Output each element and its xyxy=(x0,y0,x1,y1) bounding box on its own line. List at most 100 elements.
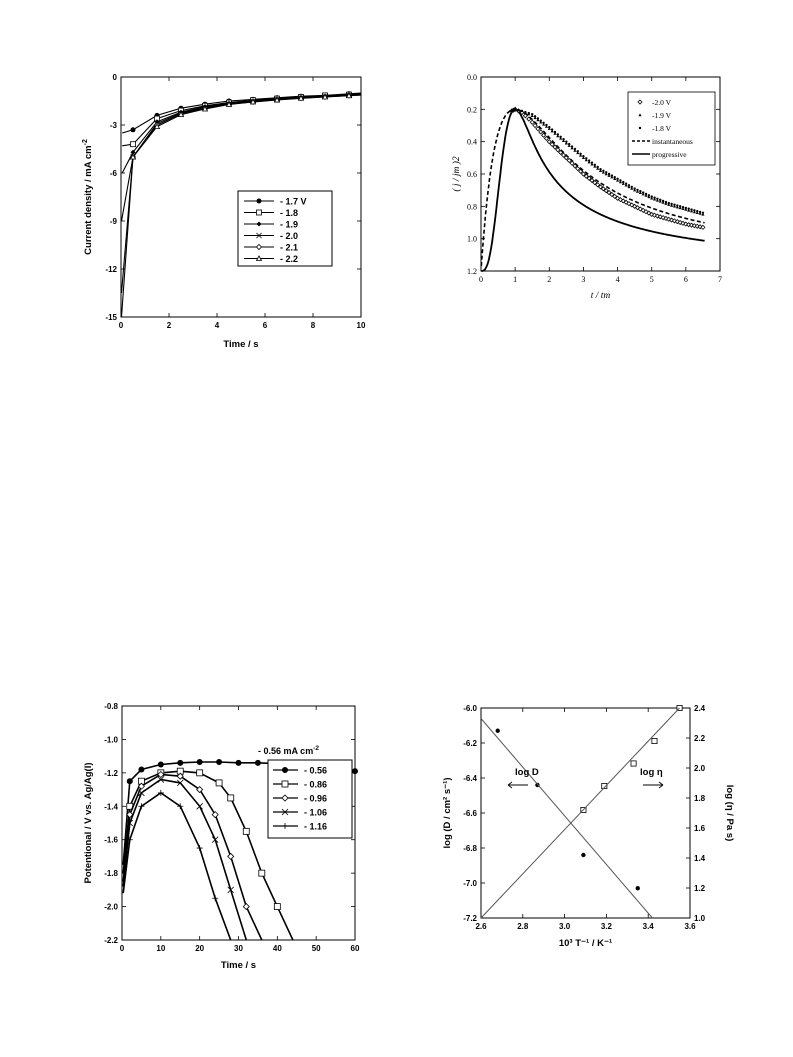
data-point xyxy=(615,178,620,182)
x-tick-label: 3.4 xyxy=(643,922,655,931)
data-point xyxy=(610,174,614,177)
x-tick-label: 4 xyxy=(215,321,220,330)
y-tick-label: 0.6 xyxy=(467,170,477,179)
y-tick-label: -1.8 xyxy=(104,869,118,878)
annotation-log-d: log D xyxy=(515,767,539,778)
data-point xyxy=(538,129,544,135)
data-point xyxy=(153,123,161,130)
y-tick-label: -1.0 xyxy=(104,735,118,744)
legend-marker xyxy=(638,113,642,117)
legend-marker xyxy=(256,221,262,227)
data-point xyxy=(675,205,679,209)
y-tick-label: 0.2 xyxy=(467,105,477,114)
data-point xyxy=(630,185,633,189)
data-point xyxy=(598,169,603,172)
series-line xyxy=(122,791,232,940)
data-point xyxy=(698,212,702,215)
data-point xyxy=(565,140,568,143)
data-point xyxy=(644,192,648,196)
fit-line xyxy=(480,707,680,919)
data-point xyxy=(211,811,219,819)
data-point xyxy=(553,130,557,134)
data-point xyxy=(177,803,184,810)
data-point xyxy=(576,151,580,155)
y-tick-label: -2.0 xyxy=(104,903,118,912)
legend-marker xyxy=(637,99,643,105)
data-point xyxy=(225,101,233,107)
data-point xyxy=(567,144,571,147)
data-point xyxy=(126,836,133,843)
x-tick-label: 2.6 xyxy=(475,922,487,931)
data-point xyxy=(690,208,693,211)
data-point xyxy=(532,122,538,129)
data-point xyxy=(196,786,204,794)
data-point xyxy=(638,191,642,195)
y2-tick-label: 1.8 xyxy=(694,794,706,803)
data-point xyxy=(678,205,682,208)
x-tick-label: 1 xyxy=(513,275,517,284)
y2-tick-label: 2.0 xyxy=(694,764,706,773)
data-point xyxy=(126,778,133,785)
data-point xyxy=(157,776,165,783)
data-point xyxy=(541,122,546,126)
data-point xyxy=(130,149,136,155)
legend-box xyxy=(627,91,716,166)
legend-label: -1.8 V xyxy=(652,124,672,133)
data-point xyxy=(539,120,543,124)
data-point xyxy=(580,171,586,177)
arrow-right-icon xyxy=(643,781,664,789)
data-point xyxy=(579,152,582,155)
data-point xyxy=(544,124,549,128)
data-point xyxy=(555,147,561,153)
chart-normalized-transients: 0 1 2 3 4 5 6 7 0.0 0.2 0.4 0.6 0.8 1.0 1.2 -2.0 V -1.9 … xyxy=(451,73,722,301)
y-axis-label: Current density / mA cm-2 xyxy=(82,139,94,255)
data-point xyxy=(212,895,219,902)
data-point xyxy=(542,121,545,125)
data-point xyxy=(647,195,651,199)
legend-label: - 1.9 xyxy=(280,220,298,230)
y-tick-label: -1.2 xyxy=(104,769,118,778)
data-point xyxy=(536,118,540,122)
data-point xyxy=(647,194,651,197)
data-point xyxy=(701,212,705,216)
data-point xyxy=(619,179,622,182)
legend-marker xyxy=(256,198,262,204)
legend-label: -1.9 V xyxy=(652,111,672,120)
data-point xyxy=(701,211,705,214)
data-point xyxy=(664,202,668,205)
data-point xyxy=(684,207,688,211)
y2-axis-label: log (η / Pa s) xyxy=(724,785,735,841)
data-point xyxy=(613,177,617,181)
data-point xyxy=(129,153,137,160)
legend-label: - 1.16 xyxy=(304,822,327,832)
x-tick-label: 3.6 xyxy=(684,922,696,931)
data-point xyxy=(673,203,676,206)
data-point xyxy=(603,188,609,194)
x-tick-label: 0 xyxy=(479,275,483,284)
data-point xyxy=(635,886,640,891)
legend-marker xyxy=(638,126,642,130)
data-point xyxy=(622,180,625,184)
data-point xyxy=(687,208,691,212)
data-point xyxy=(529,119,535,125)
data-point xyxy=(667,203,671,206)
data-point xyxy=(612,193,618,199)
data-point xyxy=(575,166,581,172)
x-tick-label: 30 xyxy=(234,944,243,953)
data-point xyxy=(517,108,520,112)
data-point xyxy=(126,819,134,827)
y-tick-label: -6.6 xyxy=(463,809,477,818)
data-point xyxy=(520,109,524,113)
x-tick-label: 3.2 xyxy=(601,922,613,931)
legend-label: - 0.96 xyxy=(304,794,327,804)
data-point xyxy=(624,183,628,187)
annotation-exponent: -2 xyxy=(313,745,319,752)
legend-label: - 1.8 xyxy=(280,208,298,218)
y-tick-label: -12 xyxy=(105,265,117,274)
model-curve-instantaneous xyxy=(480,108,705,267)
data-point xyxy=(352,768,358,775)
data-point xyxy=(576,150,579,153)
y-tick-label: -1.4 xyxy=(104,802,118,811)
y-tick-label: 1.0 xyxy=(467,235,477,244)
data-point xyxy=(242,827,250,835)
